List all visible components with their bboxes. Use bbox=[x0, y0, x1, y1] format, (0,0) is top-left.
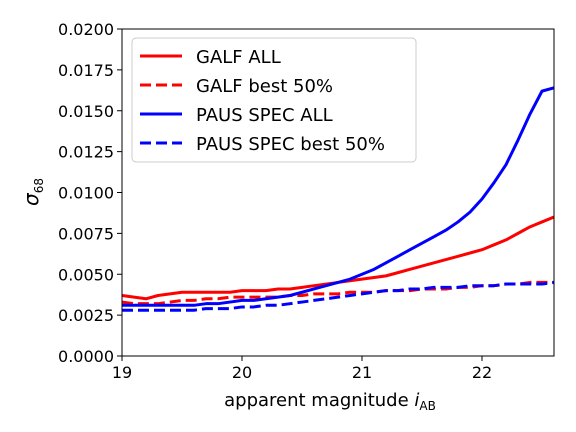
x-axis-label-sub: AB bbox=[419, 399, 435, 413]
series-line-3 bbox=[122, 280, 554, 312]
y-tick-label-5: 0.0125 bbox=[58, 143, 114, 162]
x-axis-label: apparent magnitude iAB bbox=[224, 390, 436, 413]
x-tick-label-1: 20 bbox=[232, 363, 252, 382]
y-tick-label-8: 0.0200 bbox=[58, 20, 114, 39]
x-axis-label-symbol: i bbox=[414, 390, 419, 411]
y-tick-label-1: 0.0025 bbox=[58, 306, 114, 325]
axes-layer: 19 20 21 22 0.0000 0.0025 0.0050 0.0075 0.0100 0.… bbox=[58, 20, 555, 382]
y-tick-label-0: 0.0000 bbox=[58, 347, 114, 366]
legend-label-2: PAUS SPEC ALL bbox=[196, 105, 333, 126]
y-axis-label: σ68 bbox=[19, 178, 46, 206]
legend: GALF ALL GALF best 50% PAUS SPEC ALL PAUS S… bbox=[131, 37, 417, 163]
legend-label-0: GALF ALL bbox=[196, 47, 281, 68]
legend-box bbox=[131, 37, 417, 163]
y-tick-label-6: 0.0150 bbox=[58, 102, 114, 121]
y-axis-label-sub: 68 bbox=[32, 178, 46, 193]
x-tick-label-0: 19 bbox=[112, 363, 132, 382]
y-tick-label-4: 0.0100 bbox=[58, 184, 114, 203]
y-tick-label-2: 0.0050 bbox=[58, 265, 114, 284]
y-tick-label-7: 0.0175 bbox=[58, 61, 114, 80]
legend-label-3: PAUS SPEC best 50% bbox=[196, 134, 385, 155]
y-axis-label-symbol: σ bbox=[19, 192, 43, 206]
x-tick-label-3: 22 bbox=[472, 363, 492, 382]
y-tick-label-3: 0.0075 bbox=[58, 224, 114, 243]
legend-label-1: GALF best 50% bbox=[196, 76, 333, 97]
x-tick-label-2: 21 bbox=[352, 363, 372, 382]
series-line-2 bbox=[122, 86, 554, 307]
x-axis-label-text: apparent magnitude bbox=[224, 390, 409, 411]
series-layer bbox=[122, 86, 554, 312]
